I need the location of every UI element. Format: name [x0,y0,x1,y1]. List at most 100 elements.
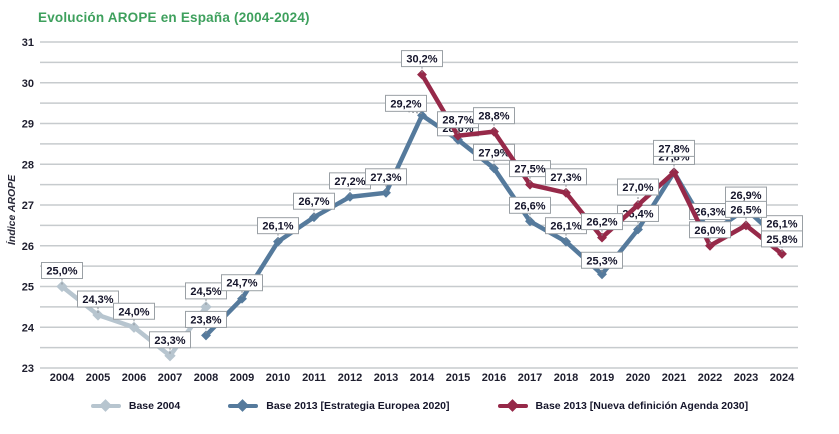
x-tick-label: 2009 [230,372,254,384]
data-label-box [545,168,587,186]
data-point-diamond [128,321,140,333]
data-label: 26,9% [730,190,761,202]
data-point-diamond [597,232,607,243]
data-point-diamond [561,236,571,247]
data-label-box [725,200,767,218]
data-label: 27,2% [334,176,365,188]
chart-legend: Base 2004 Base 2013 [Estrategia Europea … [0,399,839,412]
legend-item-base-2013-agenda2030: Base 2013 [Nueva definición Agenda 2030] [497,399,749,412]
x-tick-label: 2006 [122,372,146,384]
data-point-diamond [200,301,212,313]
line-diamond-marker-icon [497,399,528,412]
x-tick-label: 2019 [590,372,614,384]
chart-title: Evolución AROPE en España (2004-2024) [38,10,310,25]
data-label-box [401,50,443,68]
data-label-box [41,262,83,279]
data-label-box [509,196,551,214]
line-diamond-marker-icon [90,399,121,412]
data-point-diamond [309,212,319,223]
data-point-diamond [705,240,715,251]
data-label: 24,5% [190,286,221,298]
data-point-diamond [453,130,463,141]
data-label: 23,3% [154,335,185,347]
data-label: 25,3% [586,255,617,267]
y-tick-label: 31 [22,37,34,49]
y-tick-label: 26 [22,241,34,253]
data-label: 23,8% [190,314,221,326]
data-point-diamond [633,224,643,235]
x-tick-label: 2021 [662,372,686,384]
legend-item-base-2013-ee2020: Base 2013 [Estrategia Europea 2020] [228,399,450,412]
data-label-box [581,251,623,269]
data-label: 26,6% [514,200,545,212]
x-tick-label: 2020 [626,372,650,384]
data-point-diamond [525,216,535,227]
y-tick-label: 25 [22,282,34,294]
data-point-diamond [669,167,679,178]
data-point-diamond [561,187,571,198]
data-point-diamond [741,220,751,231]
data-label: 26,1% [262,221,293,233]
data-label: 29,2% [390,98,421,110]
y-tick-label: 29 [22,119,34,131]
data-label: 24,3% [82,294,113,306]
data-point-diamond [489,126,499,137]
data-label: 26,1% [550,221,581,233]
data-label: 27,9% [478,147,509,159]
data-point-diamond [489,163,499,174]
data-label: 26,7% [298,196,329,208]
data-label: 27,3% [550,172,581,184]
x-tick-label: 2018 [554,372,578,384]
x-tick-label: 2010 [266,372,290,384]
data-label: 26,5% [730,204,761,216]
x-tick-label: 2011 [302,372,326,384]
legend-label: Base 2013 [Nueva definición Agenda 2030] [535,400,749,412]
data-label-box [473,107,515,125]
data-label: 25,0% [46,266,77,278]
data-label: 26,0% [694,225,725,237]
data-point-diamond [525,179,535,190]
data-label: 28,7% [442,115,473,127]
data-point-diamond [164,350,176,362]
data-label: 27,8% [658,143,689,155]
data-point-diamond [273,236,283,247]
data-label-box [385,94,427,112]
x-tick-label: 2014 [410,372,435,384]
data-label-box [653,139,695,157]
x-tick-label: 2013 [374,372,398,384]
data-label: 26,3% [694,207,725,219]
y-tick-label: 28 [22,159,34,171]
data-label-box [221,274,263,292]
data-label-box [77,290,119,308]
x-tick-label: 2008 [194,372,218,384]
data-point-diamond [633,200,643,210]
data-point-diamond [201,330,211,341]
data-label: 30,2% [406,54,437,66]
data-label-box [113,302,155,320]
data-label: 25,8% [766,234,797,246]
data-point-diamond [237,293,247,304]
legend-item-base-2004: Base 2004 [90,399,181,412]
line-diamond-marker-icon [228,399,259,412]
data-label: 28,8% [478,111,509,123]
data-label-box [761,230,803,248]
data-label-box [365,168,407,186]
x-axis-labels: 2004 2005 2006 2007 2008 2009 2010 2011 2012 2013… [50,372,795,384]
data-label: 24,0% [118,306,149,318]
x-tick-label: 2012 [338,372,362,384]
data-label-box [617,178,659,196]
data-label: 27,0% [622,182,653,194]
x-tick-label: 2017 [518,372,542,384]
y-tick-label: 23 [22,363,34,375]
x-tick-label: 2015 [446,372,470,384]
x-tick-label: 2023 [734,372,758,384]
x-tick-label: 2007 [158,372,182,384]
data-label-box [581,213,623,231]
data-label-box [689,221,731,239]
data-label-box [149,331,191,349]
y-axis-labels: 23 24 25 26 27 28 29 30 31 [22,37,35,375]
legend-label: Base 2004 [128,400,181,412]
data-label: 24,7% [226,278,257,290]
